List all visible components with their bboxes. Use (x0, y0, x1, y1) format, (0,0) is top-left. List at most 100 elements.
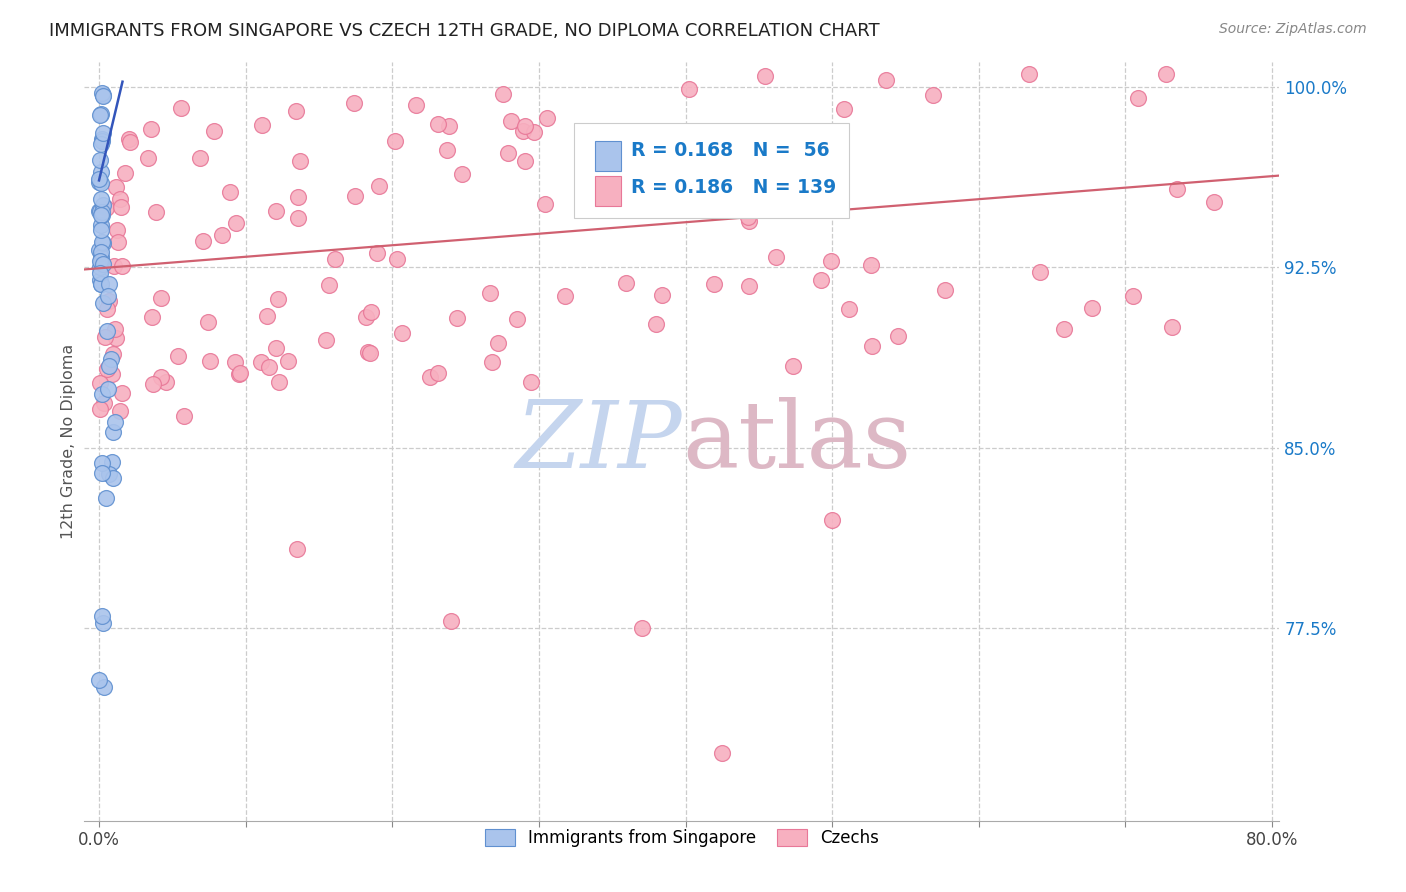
Point (90, 165, 112, 179)
Point (87, 673, 110, 687)
Point (797, 134, 820, 148)
Point (120, 135, 142, 149)
Point (630, 621, 652, 635)
Text: atlas: atlas (682, 397, 911, 486)
Point (93, 680, 115, 694)
Point (588, 150, 610, 164)
Point (277, 354, 299, 368)
Point (97, 289, 120, 303)
Point (188, 151, 211, 165)
Point (91, 208, 114, 222)
FancyBboxPatch shape (595, 141, 621, 171)
Point (97, 359, 120, 374)
Point (90, 244, 112, 259)
Point (287, 211, 309, 225)
Point (515, 119, 537, 133)
Point (90, 235, 112, 250)
Point (838, 301, 860, 316)
Point (440, 614, 463, 628)
Point (782, 359, 804, 373)
Point (264, 341, 287, 355)
Point (90, 208, 112, 222)
Point (257, 360, 280, 375)
Point (228, 367, 250, 381)
Point (90, 277, 112, 291)
Point (738, 278, 761, 293)
Point (533, 196, 555, 211)
Point (170, 101, 193, 115)
Point (711, 746, 734, 760)
Point (202, 124, 225, 138)
Point (91, 236, 114, 251)
Point (284, 103, 307, 118)
Point (287, 189, 309, 203)
Point (90, 192, 112, 206)
Point (366, 246, 388, 260)
Point (149, 291, 172, 305)
Point (288, 153, 311, 168)
Point (651, 288, 673, 302)
Point (360, 304, 382, 318)
Point (89, 266, 111, 280)
Point (91, 86, 114, 100)
Point (91, 257, 114, 271)
Point (1166, 182, 1188, 196)
Point (89, 108, 111, 122)
Point (136, 151, 159, 165)
Point (94, 201, 117, 215)
Point (367, 179, 389, 194)
Point (110, 192, 132, 206)
Point (191, 234, 214, 248)
Point (90, 255, 112, 269)
Text: R = 0.186   N = 139: R = 0.186 N = 139 (630, 178, 835, 197)
Point (90, 251, 112, 265)
Point (93, 330, 115, 344)
Point (496, 146, 519, 161)
Point (481, 355, 503, 369)
Point (1154, 67, 1177, 81)
Point (318, 277, 340, 292)
Point (536, 111, 558, 125)
Point (1161, 319, 1184, 334)
Point (1081, 301, 1104, 315)
Point (1053, 322, 1076, 336)
Point (512, 124, 534, 138)
Point (702, 155, 724, 169)
Point (150, 370, 173, 384)
Point (520, 375, 543, 389)
Point (436, 143, 458, 157)
Point (105, 331, 128, 345)
Point (860, 339, 883, 353)
Point (145, 205, 167, 219)
Point (104, 415, 127, 429)
Y-axis label: 12th Grade, No Diploma: 12th Grade, No Diploma (60, 344, 76, 539)
Point (91, 296, 114, 310)
Point (90, 136, 112, 151)
Point (105, 223, 128, 237)
Point (90, 277, 112, 291)
Point (249, 355, 271, 369)
Point (451, 167, 474, 181)
Point (98, 277, 121, 292)
Legend: Immigrants from Singapore, Czechs: Immigrants from Singapore, Czechs (478, 822, 886, 854)
Point (91, 205, 114, 219)
Point (285, 541, 308, 556)
Point (426, 366, 449, 380)
Point (887, 329, 910, 343)
Point (89, 204, 111, 219)
Point (101, 425, 124, 439)
Point (264, 204, 287, 219)
Point (359, 345, 381, 359)
Point (89, 253, 111, 268)
Point (104, 322, 127, 336)
Point (678, 82, 700, 96)
Point (111, 386, 134, 401)
Text: ZIP: ZIP (515, 397, 682, 486)
Point (787, 186, 810, 200)
Point (506, 312, 529, 326)
Point (101, 347, 124, 361)
Point (96, 302, 118, 317)
Point (89, 172, 111, 186)
Point (91, 132, 114, 146)
Point (486, 335, 509, 350)
